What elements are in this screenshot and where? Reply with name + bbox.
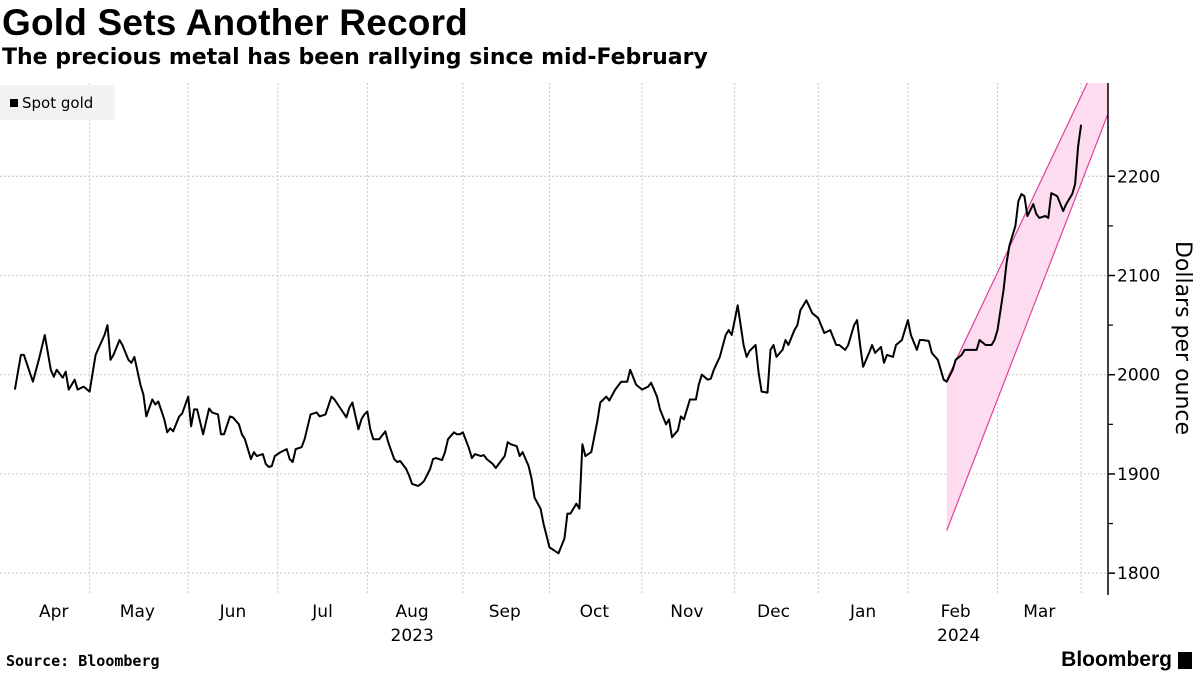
y-tick-label: 1900	[1117, 465, 1160, 485]
bloomberg-logo: Bloomberg	[1061, 648, 1192, 672]
x-tick-label: Nov	[670, 602, 703, 622]
x-tick-label: Sep	[489, 602, 521, 622]
x-tick-label: Mar	[1023, 602, 1055, 622]
x-tick-label: Jun	[219, 602, 247, 622]
logo-text: Bloomberg	[1061, 648, 1172, 671]
y-tick-label: 2200	[1117, 167, 1160, 187]
y-tick-label: 2000	[1117, 366, 1160, 386]
legend: Spot gold	[0, 85, 115, 120]
legend-label-spot-gold: Spot gold	[22, 93, 94, 112]
y-tick-label: 2100	[1117, 266, 1160, 286]
x-tick-label: Jul	[311, 602, 333, 622]
y-axis: 1800 1900 2000 2100 2200	[1107, 83, 1160, 595]
channel-lower-line	[946, 113, 1108, 531]
trend-channel	[946, 83, 1108, 531]
x-tick-label: Oct	[580, 602, 610, 622]
chart-subtitle: The precious metal has been rallying sin…	[2, 45, 708, 70]
x-axis: Apr May Jun Jul Aug 2023 Sep Oct Nov Dec Jan Feb 202…	[39, 602, 1055, 646]
x-tick-label: Jan	[849, 602, 876, 622]
y-axis-label: Dollars per ounce	[1170, 241, 1195, 435]
x-year-label: 2024	[937, 626, 980, 646]
series-lines	[13, 124, 1083, 555]
x-tick-label: Feb	[941, 602, 971, 622]
x-tick-label: Aug	[396, 602, 429, 622]
x-tick-label: Apr	[39, 602, 68, 622]
x-tick-label: May	[120, 602, 155, 622]
source-note: Source: Bloomberg	[6, 652, 160, 670]
logo-mark-icon	[1178, 651, 1192, 669]
legend-swatch	[10, 98, 18, 107]
chart-title: Gold Sets Another Record	[2, 2, 468, 43]
gridlines	[0, 83, 1108, 595]
series-line-spot-gold	[13, 124, 1083, 555]
x-year-label: 2023	[391, 626, 434, 646]
x-tick-label: Dec	[757, 602, 790, 622]
y-tick-label: 1800	[1117, 564, 1160, 584]
channel-fill	[946, 83, 1108, 531]
